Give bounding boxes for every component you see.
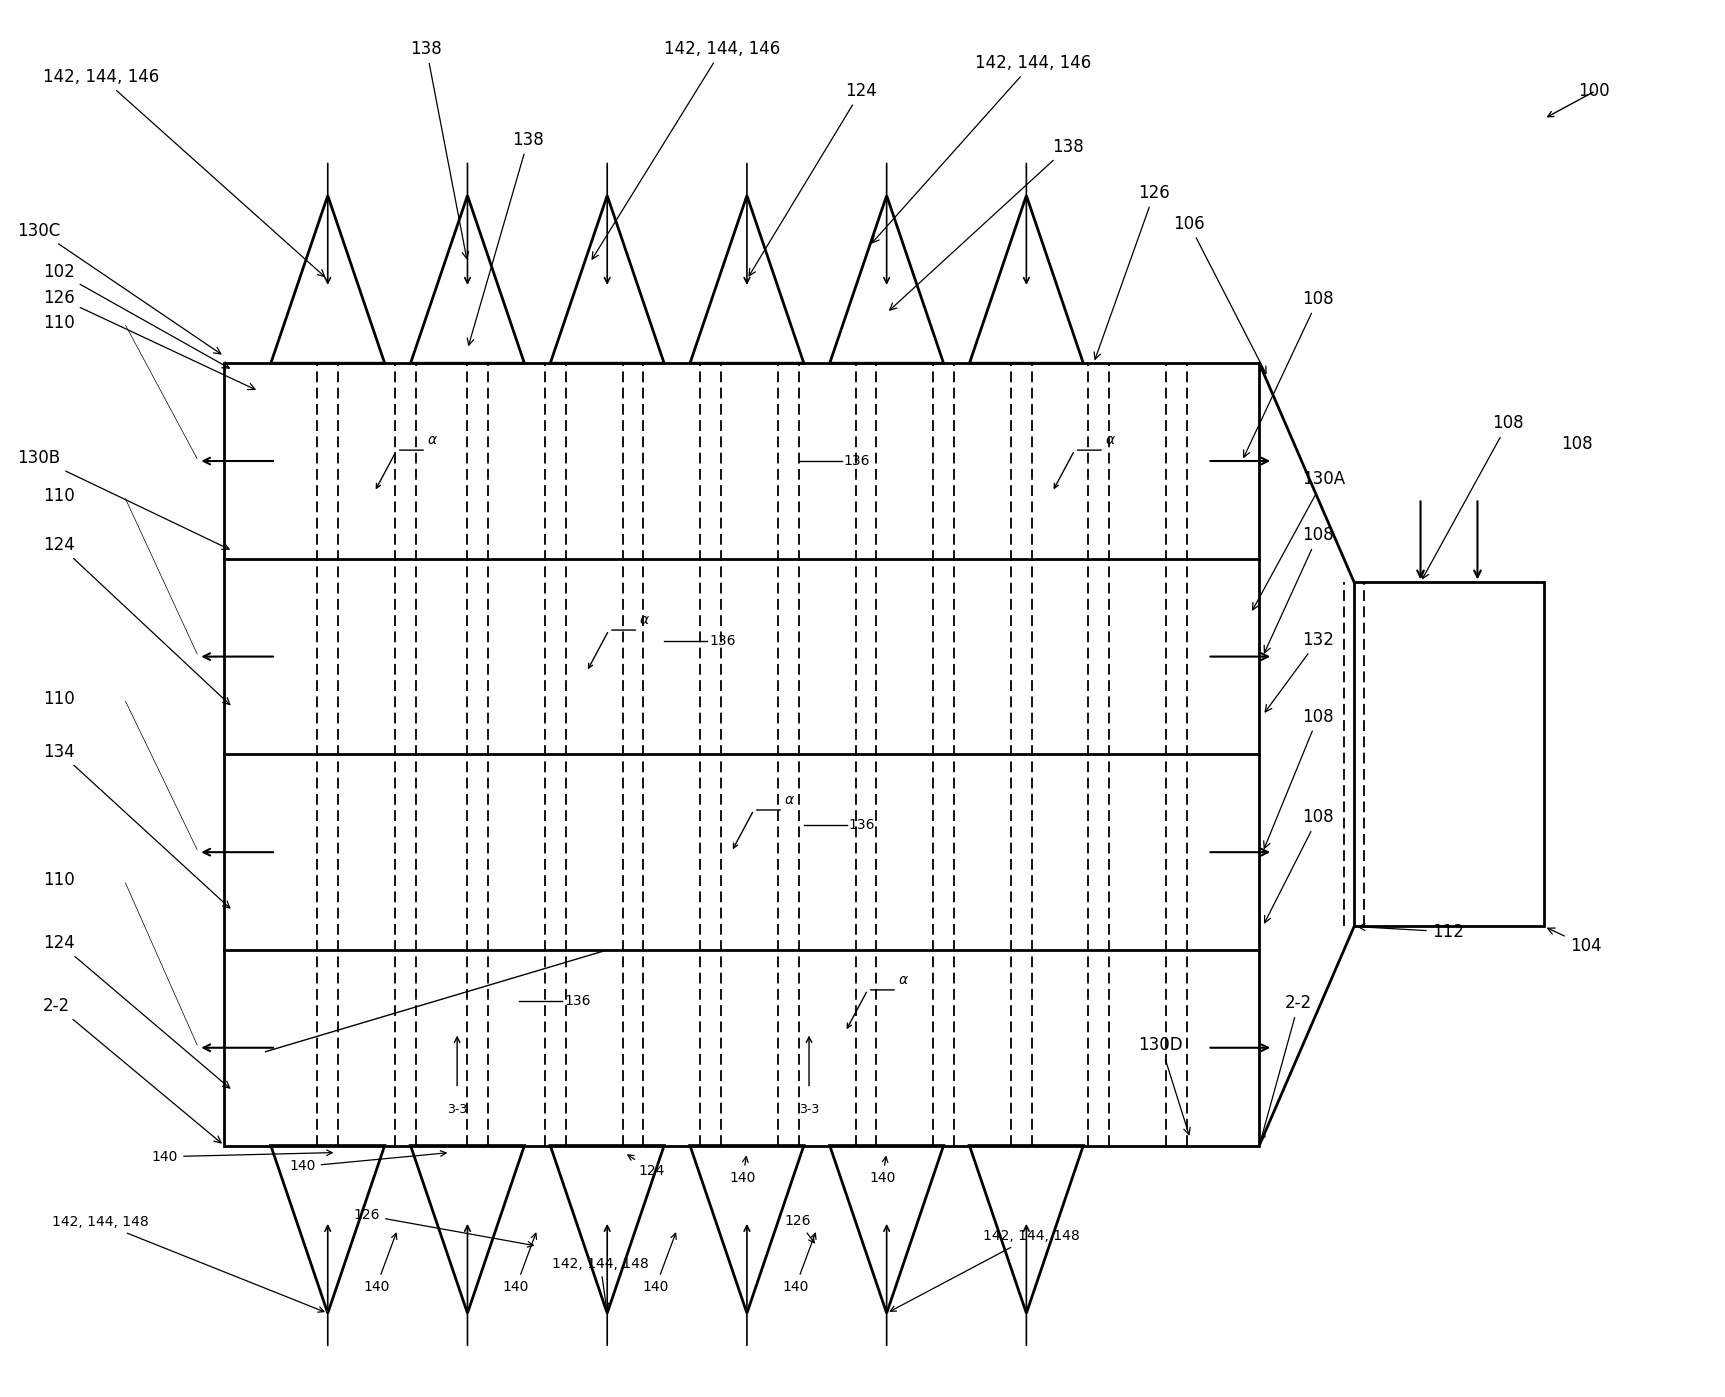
Text: 140: 140 [290, 1151, 447, 1173]
Text: 126: 126 [354, 1208, 533, 1248]
Text: 126: 126 [43, 289, 255, 390]
Text: 136: 136 [849, 817, 875, 831]
Text: 108: 108 [1264, 809, 1333, 923]
Text: 140: 140 [869, 1157, 895, 1185]
Text: 130C: 130C [17, 222, 221, 353]
Text: 138: 138 [411, 41, 469, 258]
Text: 108: 108 [1244, 291, 1333, 457]
Text: α: α [785, 793, 794, 807]
Text: 134: 134 [43, 743, 229, 908]
Text: 110: 110 [43, 690, 74, 707]
Text: α: α [428, 433, 436, 447]
Text: 110: 110 [43, 488, 74, 504]
Text: 142, 144, 146: 142, 144, 146 [43, 68, 324, 277]
Text: 140: 140 [152, 1150, 333, 1164]
Text: 142, 144, 148: 142, 144, 148 [52, 1215, 324, 1312]
Text: 140: 140 [504, 1234, 536, 1294]
Text: 104: 104 [1547, 928, 1601, 954]
Text: 108: 108 [1264, 708, 1333, 848]
Text: 132: 132 [1264, 631, 1333, 712]
Text: 140: 140 [730, 1157, 756, 1185]
Text: 3-3: 3-3 [799, 1102, 819, 1116]
Text: 124: 124 [749, 82, 876, 275]
Text: 136: 136 [564, 993, 590, 1007]
Text: 140: 140 [642, 1234, 676, 1294]
Text: 108: 108 [1561, 436, 1592, 453]
Text: 102: 102 [43, 264, 229, 369]
Text: α: α [899, 974, 907, 988]
Text: 138: 138 [890, 138, 1083, 310]
Text: α: α [1106, 433, 1114, 447]
Text: 142, 144, 146: 142, 144, 146 [873, 54, 1090, 243]
Text: 138: 138 [467, 131, 543, 345]
Text: 142, 144, 148: 142, 144, 148 [890, 1229, 1080, 1312]
Text: 136: 136 [844, 454, 869, 468]
Text: 106: 106 [1173, 215, 1266, 373]
Text: 126: 126 [785, 1214, 814, 1243]
Text: 130A: 130A [1252, 471, 1346, 610]
Text: 142, 144, 146: 142, 144, 146 [592, 41, 780, 258]
Text: 126: 126 [1094, 184, 1170, 359]
Text: 108: 108 [1423, 415, 1523, 578]
Text: 130B: 130B [17, 450, 229, 549]
Text: 110: 110 [43, 314, 74, 331]
Text: 136: 136 [709, 634, 735, 648]
Text: 124: 124 [43, 536, 229, 704]
Text: α: α [640, 613, 649, 627]
Text: 124: 124 [628, 1155, 664, 1178]
Text: 140: 140 [362, 1234, 397, 1294]
Text: 2-2: 2-2 [43, 997, 221, 1143]
Text: 124: 124 [43, 935, 229, 1088]
Text: 112: 112 [1358, 923, 1463, 940]
Text: 142, 144, 148: 142, 144, 148 [552, 1257, 649, 1309]
Text: 108: 108 [1264, 527, 1333, 652]
Text: 110: 110 [43, 872, 74, 888]
Text: 100: 100 [1578, 82, 1609, 99]
Text: 3-3: 3-3 [447, 1102, 467, 1116]
Text: 140: 140 [783, 1234, 816, 1294]
Text: 130D: 130D [1138, 1037, 1190, 1134]
Text: 2-2: 2-2 [1259, 995, 1313, 1141]
